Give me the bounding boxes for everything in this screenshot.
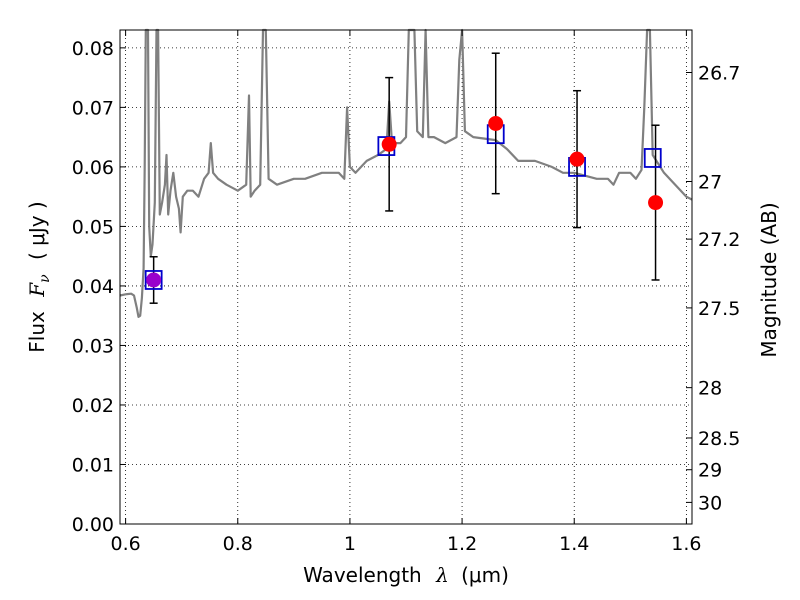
x-axis-ticks: 0.6 0.8 1 1.2 1.4 1.6 bbox=[110, 30, 702, 555]
y-tick-label: 0.07 bbox=[72, 97, 114, 119]
y2-axis-label: Magnitude (AB) bbox=[757, 202, 781, 357]
plot-frame bbox=[119, 29, 693, 525]
x-tick-label: 0.8 bbox=[223, 533, 253, 555]
y2-tick-label: 30 bbox=[698, 492, 722, 514]
observed-point bbox=[648, 195, 664, 211]
x-tick-label: 1 bbox=[344, 533, 356, 555]
y-axis-label-unit: ( μJy ) bbox=[25, 201, 49, 260]
y2-tick-label: 29 bbox=[698, 460, 722, 482]
x-axis-label-unit: (μm) bbox=[461, 563, 509, 587]
y-tick-label: 0.01 bbox=[72, 454, 114, 476]
y2-tick-label: 28.5 bbox=[698, 428, 740, 450]
x-axis-label-symbol: λ bbox=[435, 563, 449, 587]
x-tick-label: 1.4 bbox=[559, 533, 589, 555]
y2-tick-label: 27.2 bbox=[698, 229, 740, 251]
y-tick-label: 0.03 bbox=[72, 335, 114, 357]
y-axis-label-symbol: F bbox=[25, 282, 49, 298]
y-axis-ticks: 0.00 0.01 0.02 0.03 0.04 0.05 0.06 0.07 0.08 bbox=[72, 38, 126, 536]
x-tick-label: 1.6 bbox=[671, 533, 701, 555]
x-tick-label: 0.6 bbox=[110, 533, 140, 555]
y2-tick-label: 28 bbox=[698, 378, 722, 400]
y2-axis-ticks: 26.7 27 27.2 27.5 28 28.5 29 30 bbox=[686, 63, 740, 514]
y-tick-label: 0.08 bbox=[72, 38, 114, 60]
y-tick-label: 0.05 bbox=[72, 216, 114, 238]
x-axis-label-text: Wavelength bbox=[303, 563, 422, 587]
y-axis-label-subscript: ν bbox=[37, 274, 53, 283]
x-axis-label: Wavelength λ (μm) bbox=[303, 563, 509, 587]
model-square-point bbox=[144, 270, 163, 290]
y-tick-label: 0.06 bbox=[72, 157, 114, 179]
y2-tick-label: 26.7 bbox=[698, 63, 740, 85]
observed-point bbox=[381, 136, 397, 152]
y2-tick-label: 27 bbox=[698, 172, 722, 194]
model-square-point bbox=[643, 148, 662, 168]
y-axis-label: Flux Fν ( μJy ) bbox=[25, 201, 54, 352]
x-tick-label: 1.2 bbox=[447, 533, 477, 555]
y-tick-label: 0.04 bbox=[72, 276, 114, 298]
observed-point bbox=[488, 115, 504, 131]
y-tick-label: 0.02 bbox=[72, 395, 114, 417]
observed-point bbox=[146, 272, 162, 288]
observed-point-layer bbox=[146, 115, 664, 288]
observed-point bbox=[569, 151, 585, 167]
y-tick-label: 0.00 bbox=[72, 514, 114, 536]
y-axis-label-text: Flux bbox=[25, 311, 49, 353]
y2-tick-label: 27.5 bbox=[698, 298, 740, 320]
